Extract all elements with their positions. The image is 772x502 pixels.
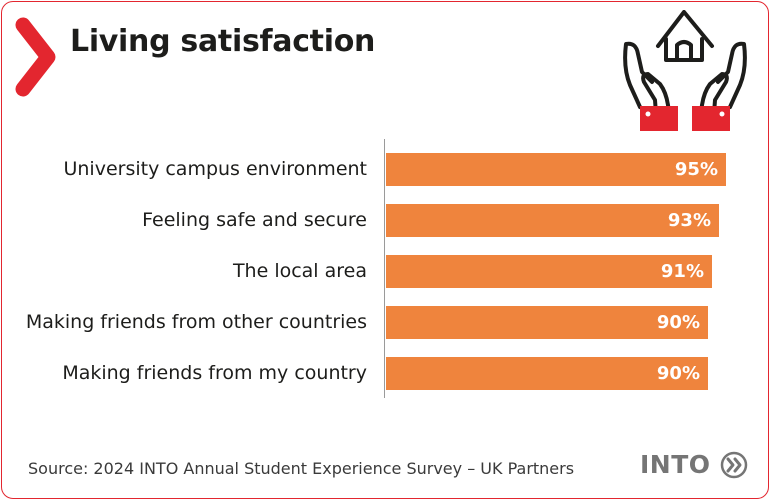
bar: 95% xyxy=(386,153,726,186)
category-label: Feeling safe and secure xyxy=(142,209,367,231)
category-axis-line xyxy=(384,139,385,398)
bar-value-label: 95% xyxy=(674,159,718,180)
bar: 90% xyxy=(386,357,708,390)
category-label: Making friends from my country xyxy=(62,362,367,384)
bar-value-label: 91% xyxy=(660,261,704,282)
bar-value-label: 93% xyxy=(667,210,711,231)
bar: 93% xyxy=(386,204,719,237)
bar-value-label: 90% xyxy=(656,363,700,384)
double-chevron-circle-icon xyxy=(720,451,748,479)
category-label: The local area xyxy=(232,260,367,282)
source-note: Source: 2024 INTO Annual Student Experie… xyxy=(28,459,575,478)
brand-wordmark: INTO xyxy=(640,450,711,479)
category-label: University campus environment xyxy=(63,158,367,180)
bar-value-label: 90% xyxy=(656,312,700,333)
bar: 90% xyxy=(386,306,708,339)
bar: 91% xyxy=(386,255,712,288)
page-title: Living satisfaction xyxy=(70,24,376,59)
category-label: Making friends from other countries xyxy=(25,311,367,333)
house-in-hands-icon xyxy=(623,10,747,131)
chevron-right-icon xyxy=(15,17,56,97)
